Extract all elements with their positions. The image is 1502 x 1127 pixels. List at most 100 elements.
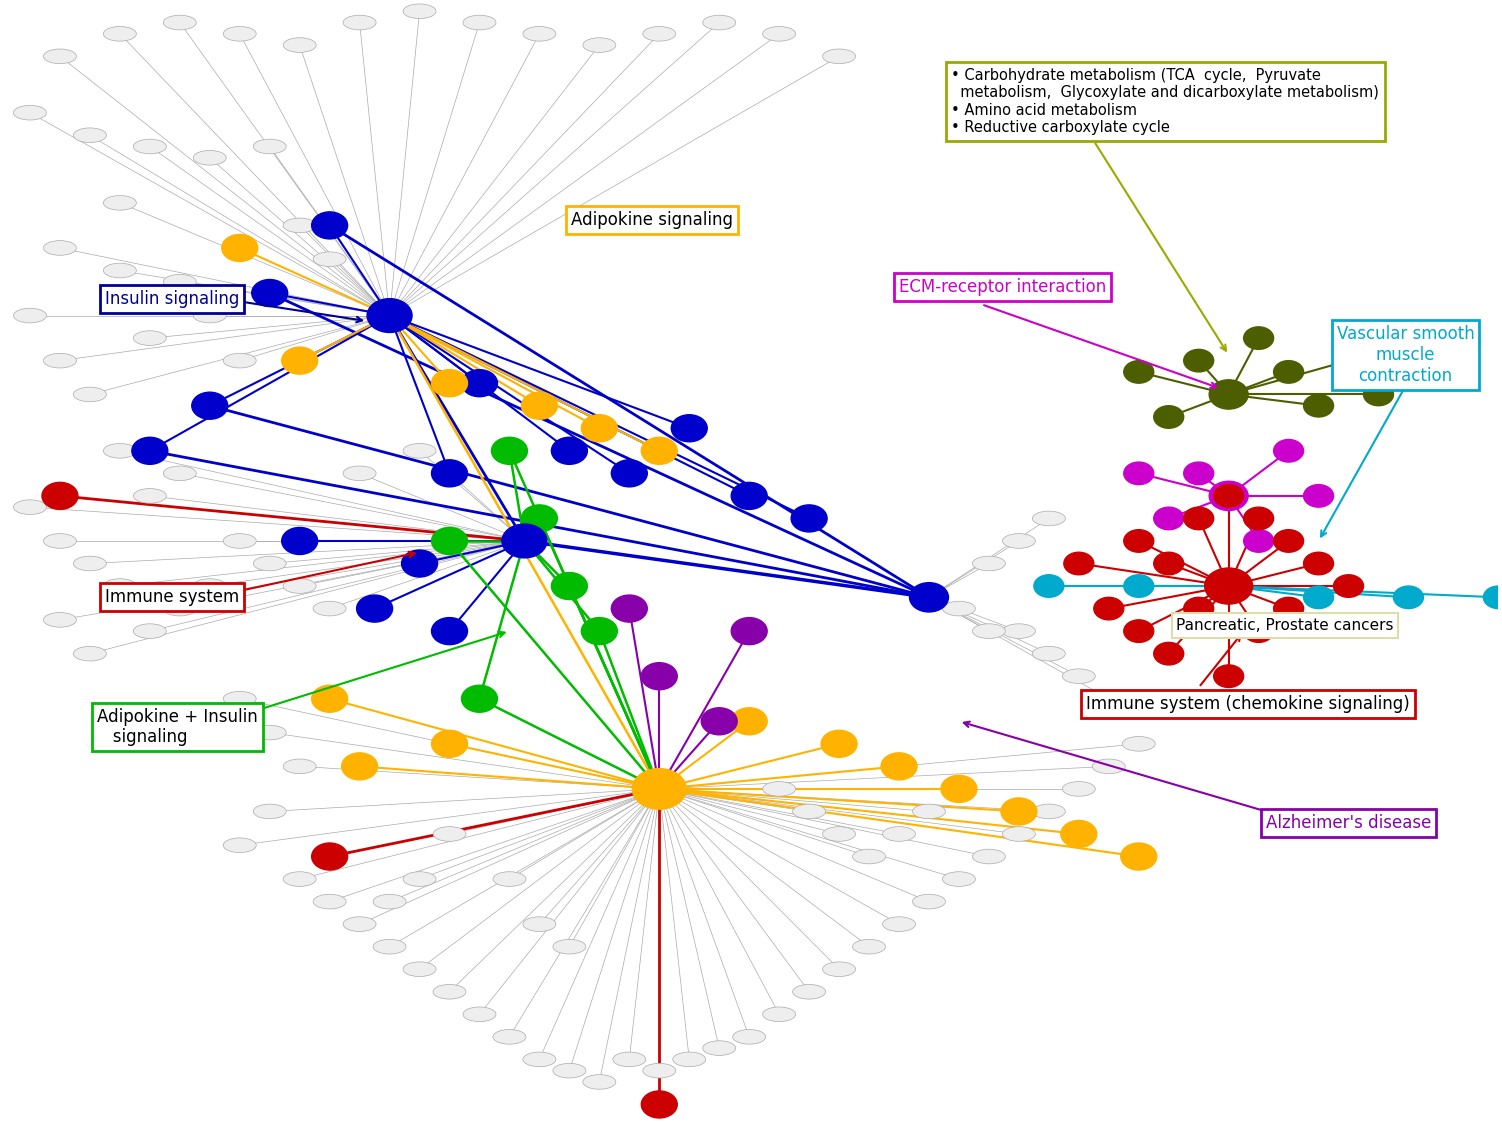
Circle shape xyxy=(491,437,527,464)
Text: Pancreatic, Prostate cancers: Pancreatic, Prostate cancers xyxy=(1176,618,1394,633)
Circle shape xyxy=(792,505,828,532)
Ellipse shape xyxy=(284,578,315,593)
Circle shape xyxy=(1060,820,1096,848)
Ellipse shape xyxy=(643,1064,676,1077)
Circle shape xyxy=(341,753,377,780)
Text: Vascular smooth
muscle
contraction: Vascular smooth muscle contraction xyxy=(1337,326,1475,384)
Ellipse shape xyxy=(44,534,77,549)
Circle shape xyxy=(192,392,228,419)
Circle shape xyxy=(1033,575,1063,597)
Ellipse shape xyxy=(583,1075,616,1089)
Circle shape xyxy=(581,415,617,442)
Circle shape xyxy=(641,1091,677,1118)
Circle shape xyxy=(1093,597,1123,620)
Circle shape xyxy=(611,460,647,487)
Ellipse shape xyxy=(853,850,886,863)
Circle shape xyxy=(1209,380,1248,409)
Ellipse shape xyxy=(523,26,556,41)
Circle shape xyxy=(431,730,467,757)
Ellipse shape xyxy=(164,274,197,289)
Ellipse shape xyxy=(372,940,406,953)
Ellipse shape xyxy=(312,251,345,267)
Ellipse shape xyxy=(643,26,676,41)
Ellipse shape xyxy=(224,26,257,41)
Ellipse shape xyxy=(342,15,376,29)
Circle shape xyxy=(671,415,707,442)
Text: Adipokine signaling: Adipokine signaling xyxy=(571,211,733,229)
Circle shape xyxy=(1154,552,1184,575)
Circle shape xyxy=(1244,530,1274,552)
Ellipse shape xyxy=(284,760,315,774)
Ellipse shape xyxy=(104,195,137,210)
Ellipse shape xyxy=(254,556,287,570)
Text: Insulin signaling: Insulin signaling xyxy=(105,290,239,308)
Circle shape xyxy=(1184,597,1214,620)
Ellipse shape xyxy=(14,105,47,119)
Circle shape xyxy=(910,583,948,612)
Circle shape xyxy=(1209,481,1248,511)
Ellipse shape xyxy=(1002,534,1035,549)
Ellipse shape xyxy=(44,50,77,63)
Circle shape xyxy=(551,437,587,464)
Ellipse shape xyxy=(104,263,137,278)
Ellipse shape xyxy=(312,895,345,908)
Circle shape xyxy=(1304,394,1334,417)
Ellipse shape xyxy=(523,917,556,931)
Circle shape xyxy=(502,524,547,558)
Ellipse shape xyxy=(463,1008,496,1021)
Circle shape xyxy=(551,573,587,600)
Ellipse shape xyxy=(134,139,167,153)
Ellipse shape xyxy=(972,850,1005,863)
Circle shape xyxy=(641,663,677,690)
Ellipse shape xyxy=(1002,827,1035,841)
Ellipse shape xyxy=(1122,737,1155,751)
Circle shape xyxy=(132,437,168,464)
Ellipse shape xyxy=(823,50,856,63)
Circle shape xyxy=(940,775,976,802)
Ellipse shape xyxy=(224,353,257,367)
Circle shape xyxy=(356,595,392,622)
Circle shape xyxy=(1063,552,1093,575)
Circle shape xyxy=(282,347,317,374)
Circle shape xyxy=(611,595,647,622)
Circle shape xyxy=(1120,843,1157,870)
Circle shape xyxy=(822,730,858,757)
Circle shape xyxy=(1274,530,1304,552)
Circle shape xyxy=(1154,507,1184,530)
Circle shape xyxy=(1274,361,1304,383)
Ellipse shape xyxy=(134,624,167,638)
Circle shape xyxy=(1304,552,1334,575)
Ellipse shape xyxy=(44,613,77,627)
Circle shape xyxy=(521,392,557,419)
Ellipse shape xyxy=(553,1064,586,1077)
Ellipse shape xyxy=(733,1030,766,1044)
Ellipse shape xyxy=(793,985,826,999)
Ellipse shape xyxy=(942,601,975,615)
Ellipse shape xyxy=(763,26,796,41)
Circle shape xyxy=(252,279,288,307)
Ellipse shape xyxy=(254,726,287,739)
Ellipse shape xyxy=(972,556,1005,570)
Circle shape xyxy=(1334,349,1364,372)
Ellipse shape xyxy=(104,26,137,41)
Ellipse shape xyxy=(553,940,586,953)
Ellipse shape xyxy=(703,15,736,29)
Ellipse shape xyxy=(372,895,406,908)
Ellipse shape xyxy=(433,467,466,480)
Circle shape xyxy=(42,482,78,509)
Circle shape xyxy=(1244,507,1274,530)
Circle shape xyxy=(1123,530,1154,552)
Ellipse shape xyxy=(493,1030,526,1044)
Ellipse shape xyxy=(942,872,975,886)
Ellipse shape xyxy=(463,15,496,29)
Ellipse shape xyxy=(823,827,856,841)
Ellipse shape xyxy=(793,805,826,818)
Circle shape xyxy=(1304,485,1334,507)
Ellipse shape xyxy=(403,872,436,886)
Ellipse shape xyxy=(254,805,287,818)
Circle shape xyxy=(731,482,768,509)
Ellipse shape xyxy=(1062,782,1095,796)
Circle shape xyxy=(1184,507,1214,530)
Ellipse shape xyxy=(763,1008,796,1021)
Circle shape xyxy=(1205,568,1253,604)
